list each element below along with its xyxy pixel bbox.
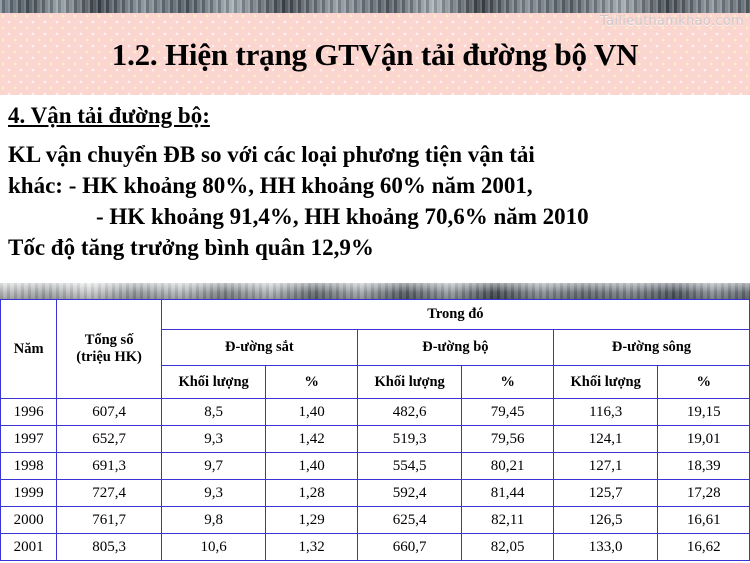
header-nam: Năm (0, 299, 58, 399)
table-row: 1998 691,3 9,7 1,40 554,5 80,21 127,1 18,39 (0, 452, 750, 480)
cell-duong-bo-khoi-luong: 625,4 (356, 506, 463, 534)
body-line-3: - HK khoảng 91,4%, HH khoảng 70,6% năm 2… (96, 204, 589, 229)
cell-duong-sat-khoi-luong: 9,8 (160, 506, 267, 534)
table-row: 1997 652,7 9,3 1,42 519,3 79,56 124,1 19,01 (0, 425, 750, 453)
cell-duong-song-khoi-luong: 116,3 (552, 398, 659, 426)
table-row: 2000 761,7 9,8 1,29 625,4 82,11 126,5 16,61 (0, 506, 750, 534)
header-row-trongdo: Năm Tổng số (triệu HK) Trong đó (0, 299, 750, 399)
cell-duong-song-percent: 17,28 (657, 479, 750, 507)
cell-duong-sat-percent: 1,42 (265, 425, 358, 453)
header-trong-do: Trong đó (160, 299, 750, 330)
title-band: Tailieuthamkhao.com 1.2. Hiện trạng GTVậ… (0, 13, 750, 95)
header-trong-do-label: Trong đó (427, 306, 484, 322)
cell-duong-bo-percent: 79,56 (461, 425, 554, 453)
table-row: 2001 805,3 10,6 1,32 660,7 82,05 133,0 16,62 (0, 533, 750, 561)
cell-nam: 1996 (0, 398, 58, 426)
body-line-1: KL vận chuyển ĐB so với các loại phương … (8, 142, 535, 167)
cell-duong-bo-khoi-luong: 592,4 (356, 479, 463, 507)
cell-duong-sat-percent: 1,40 (265, 452, 358, 480)
cell-duong-bo-khoi-luong: 482,6 (356, 398, 463, 426)
cell-duong-bo-percent: 80,21 (461, 452, 554, 480)
cell-duong-sat-khoi-luong: 9,7 (160, 452, 267, 480)
body-line-2: khác: - HK khoảng 80%, HH khoảng 60% năm… (8, 173, 533, 198)
header-sat-khoi-luong: Khối lượng (160, 365, 267, 399)
header-bo-percent: % (461, 365, 554, 399)
header-tong-so-label: Tổng số (84, 332, 134, 348)
cell-duong-bo-percent: 82,11 (461, 506, 554, 534)
header-group-duong-sat-label: Đ-ường sắt (225, 339, 294, 355)
cell-duong-sat-percent: 1,29 (265, 506, 358, 534)
top-photo-strip (0, 0, 750, 13)
header-song-percent: % (657, 365, 750, 399)
cell-duong-song-percent: 19,15 (657, 398, 750, 426)
cell-tong-so: 652,7 (56, 425, 162, 453)
table-wrapper: Năm Tổng số (triệu HK) Trong đó Đ-ường s… (0, 299, 750, 561)
header-tong-so-unit: (triệu HK) (76, 349, 142, 365)
header-song-khoi-luong: Khối lượng (552, 365, 659, 399)
table-row: 1996 607,4 8,5 1,40 482,6 79,45 116,3 19,15 (0, 398, 750, 426)
body-text-area: 4. Vận tải đường bộ: KL vận chuyển ĐB so… (0, 95, 750, 285)
header-group-duong-song-label: Đ-ường sông (611, 339, 692, 355)
header-group-duong-sat: Đ-ường sắt (160, 329, 358, 366)
header-bo-khoi-luong: Khối lượng (356, 365, 463, 399)
cell-duong-song-percent: 16,61 (657, 506, 750, 534)
cell-duong-sat-khoi-luong: 8,5 (160, 398, 267, 426)
body-line-4: Tốc độ tăng trưởng bình quân 12,9% (8, 235, 374, 260)
header-row-subs: Khối lượng % Khối lượng % Khối lượng % (1, 365, 750, 399)
header-sat-percent: % (265, 365, 358, 399)
cell-duong-sat-percent: 1,28 (265, 479, 358, 507)
cell-tong-so: 805,3 (56, 533, 162, 561)
cell-nam: 2000 (0, 506, 58, 534)
cell-duong-song-khoi-luong: 133,0 (552, 533, 659, 561)
cell-duong-song-khoi-luong: 125,7 (552, 479, 659, 507)
cell-duong-song-percent: 16,62 (657, 533, 750, 561)
header-group-duong-bo: Đ-ường bộ (356, 329, 554, 366)
cell-tong-so: 607,4 (56, 398, 162, 426)
header-group-duong-song: Đ-ường sông (552, 329, 750, 366)
header-group-duong-bo-label: Đ-ường bộ (422, 339, 489, 355)
cell-duong-sat-khoi-luong: 9,3 (160, 425, 267, 453)
cell-duong-bo-percent: 81,44 (461, 479, 554, 507)
cell-duong-sat-khoi-luong: 10,6 (160, 533, 267, 561)
cell-nam: 2001 (0, 533, 58, 561)
cell-nam: 1999 (0, 479, 58, 507)
watermark-text: Tailieuthamkhao.com (600, 14, 744, 29)
table-head: Năm Tổng số (triệu HK) Trong đó Đ-ường s… (0, 299, 750, 399)
cell-duong-sat-percent: 1,40 (265, 398, 358, 426)
cell-duong-song-khoi-luong: 124,1 (552, 425, 659, 453)
cell-tong-so: 691,3 (56, 452, 162, 480)
cell-tong-so: 727,4 (56, 479, 162, 507)
transport-volume-table: Năm Tổng số (triệu HK) Trong đó Đ-ường s… (0, 299, 750, 561)
page-title: 1.2. Hiện trạng GTVận tải đường bộ VN (111, 37, 639, 72)
header-row-groups: Đ-ường sắt Đ-ường bộ Đ-ường sông (1, 329, 750, 366)
cell-duong-sat-khoi-luong: 9,3 (160, 479, 267, 507)
cell-duong-song-khoi-luong: 126,5 (552, 506, 659, 534)
cell-duong-bo-khoi-luong: 554,5 (356, 452, 463, 480)
cell-tong-so: 761,7 (56, 506, 162, 534)
cell-duong-bo-khoi-luong: 519,3 (356, 425, 463, 453)
cell-duong-bo-percent: 82,05 (461, 533, 554, 561)
cell-nam: 1997 (0, 425, 58, 453)
table-row: 1999 727,4 9,3 1,28 592,4 81,44 125,7 17,28 (0, 479, 750, 507)
cell-duong-song-khoi-luong: 127,1 (552, 452, 659, 480)
cell-duong-song-percent: 19,01 (657, 425, 750, 453)
cell-duong-sat-percent: 1,32 (265, 533, 358, 561)
cell-duong-bo-khoi-luong: 660,7 (356, 533, 463, 561)
table-body: 1996 607,4 8,5 1,40 482,6 79,45 116,3 19,15 1997… (0, 398, 750, 561)
cell-nam: 1998 (0, 452, 58, 480)
section-heading: 4. Vận tải đường bộ: (8, 103, 210, 128)
header-tong-so: Tổng số (triệu HK) (56, 299, 162, 399)
cell-duong-song-percent: 18,39 (657, 452, 750, 480)
table-clip-region: Năm Tổng số (triệu HK) Trong đó Đ-ường s… (0, 299, 750, 563)
header-nam-label: Năm (13, 340, 44, 357)
cell-duong-bo-percent: 79,45 (461, 398, 554, 426)
mid-photo-strip (0, 283, 750, 300)
